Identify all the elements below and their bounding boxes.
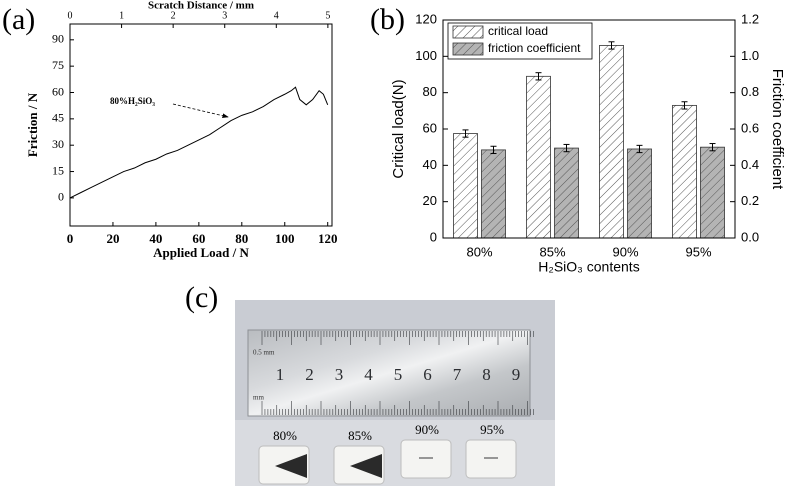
x-axis-label: H₂SiO₃ contents xyxy=(538,259,639,275)
legend-label: critical load xyxy=(488,24,548,38)
x2-tick-label: 4 xyxy=(274,10,279,21)
plot-frame xyxy=(69,23,333,227)
legend-swatch xyxy=(452,25,484,39)
x-tick-label: 20 xyxy=(106,231,119,246)
x2-tick-label: 0 xyxy=(68,10,73,21)
bar xyxy=(453,133,478,239)
ruler-number: 7 xyxy=(453,365,462,384)
crack-region xyxy=(275,454,307,478)
ruler-number: 9 xyxy=(512,365,521,384)
x-tick-label: 95% xyxy=(685,244,711,259)
sample-label: 85% xyxy=(348,428,372,443)
y-tick-label: 0 xyxy=(58,190,64,204)
x2-tick-label: 2 xyxy=(171,10,176,21)
y-tick-label: 45 xyxy=(52,111,64,125)
y2-tick-label: 0.8 xyxy=(741,84,759,99)
y-tick-label: 20 xyxy=(423,193,437,208)
ruler xyxy=(247,329,531,417)
sample-label: 90% xyxy=(415,422,439,437)
ruler-number: 4 xyxy=(364,365,373,384)
y2-axis-label: Friction coefficient xyxy=(769,69,786,190)
data-line xyxy=(69,86,329,199)
y-tick-label: 0 xyxy=(430,229,437,244)
y-axis-label: Friction / N xyxy=(25,92,40,157)
sample-cube xyxy=(465,439,517,479)
ruler-unit: mm xyxy=(253,394,264,402)
ruler-ticks xyxy=(261,331,534,415)
y2-tick-label: 0.4 xyxy=(741,157,759,172)
sample-label: 80% xyxy=(273,428,297,443)
error-bar xyxy=(535,72,542,81)
y-tick-label: 40 xyxy=(423,157,437,172)
annotation-arrow xyxy=(172,103,229,119)
ruler-number: 2 xyxy=(305,365,314,384)
x-tick-label: 85% xyxy=(539,244,565,259)
y-tick-label: 90 xyxy=(52,32,64,46)
ruler-number: 8 xyxy=(482,365,491,384)
x2-tick-label: 5 xyxy=(325,10,330,21)
bar xyxy=(599,45,624,239)
error-bar xyxy=(563,143,570,153)
y2-tick-label: 0.2 xyxy=(741,193,759,208)
bar xyxy=(700,146,725,239)
legend-label: friction coefficient xyxy=(488,41,581,55)
bar xyxy=(672,104,697,239)
y-tick-label: 100 xyxy=(415,48,437,63)
y-tick-label: 60 xyxy=(423,120,437,135)
x2-axis-label: Scratch Distance / mm xyxy=(148,0,254,12)
error-bar xyxy=(709,143,716,152)
error-bar xyxy=(608,41,615,50)
x-tick-label: 90% xyxy=(612,244,638,259)
y-tick-label: 80 xyxy=(423,84,437,99)
panel-label: (a) xyxy=(2,3,35,36)
plot-frame xyxy=(442,19,736,239)
ruler-number: 3 xyxy=(335,365,344,384)
error-bar xyxy=(490,145,497,155)
crack-region xyxy=(350,454,382,478)
x-tick-label: 0 xyxy=(67,231,74,246)
error-bar xyxy=(462,129,469,138)
y-tick-label: 75 xyxy=(52,58,64,72)
y-tick-label: 15 xyxy=(52,163,64,177)
x-tick-label: 80% xyxy=(466,244,492,259)
y-tick-label: 120 xyxy=(415,11,437,26)
annotation: 80%H₂SiO₃ xyxy=(110,96,155,106)
x2-tick-label: 1 xyxy=(119,10,124,21)
bar xyxy=(526,75,551,239)
ruler-number: 5 xyxy=(394,365,403,384)
x2-tick-label: 3 xyxy=(222,10,227,21)
error-bar xyxy=(681,101,688,110)
ruler-caption: 0.5 mm xyxy=(253,349,275,357)
y-tick-label: 60 xyxy=(52,84,64,98)
y-axis-label: Critical load(N) xyxy=(390,79,407,178)
x-tick-label: 40 xyxy=(149,231,162,246)
x-axis-label: Applied Load / N xyxy=(153,245,249,260)
legend-swatch xyxy=(452,42,484,56)
x-tick-label: 120 xyxy=(318,231,338,246)
sample-label: 95% xyxy=(480,422,504,437)
bar xyxy=(554,147,579,239)
sample-cube xyxy=(400,439,452,479)
bar xyxy=(481,149,506,239)
x-tick-label: 60 xyxy=(192,231,205,246)
error-bar xyxy=(636,144,643,154)
y2-tick-label: 1.2 xyxy=(741,11,759,26)
y2-tick-label: 0.6 xyxy=(741,120,759,135)
ruler-number: 1 xyxy=(276,365,285,384)
y2-tick-label: 1.0 xyxy=(741,48,759,63)
bar xyxy=(627,148,652,239)
panel-label: (c) xyxy=(185,281,218,314)
panel-label: (b) xyxy=(370,3,405,36)
x-tick-label: 100 xyxy=(275,231,295,246)
photo: (c) 0.5 mm mm 1 2 3 4 5 6 7 8 9 80% 85% 90% 95% xyxy=(185,281,555,486)
y-tick-label: 30 xyxy=(52,137,64,151)
ruler-number: 6 xyxy=(423,365,432,384)
y2-tick-label: 0.0 xyxy=(741,229,759,244)
x-tick-label: 80 xyxy=(235,231,248,246)
